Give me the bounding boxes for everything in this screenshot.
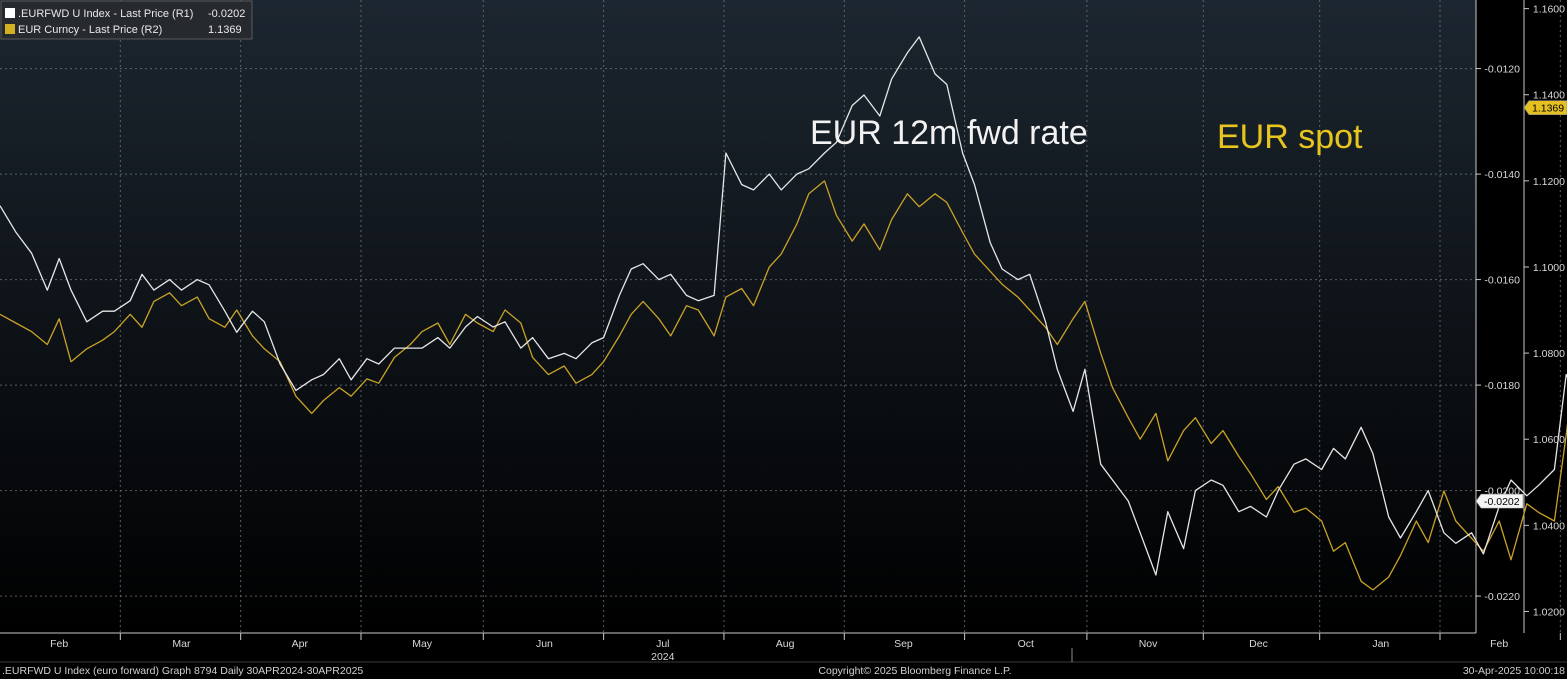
r1-tick-label: -0.0180 xyxy=(1484,380,1520,392)
eur-spot-series-line xyxy=(0,180,1567,591)
tick-labels: -0.0120-0.0140-0.0160-0.0180-0.0200-0.02… xyxy=(50,4,1565,663)
legend-value-fwd: -0.0202 xyxy=(208,8,245,20)
eur-spot-annotation: EUR spot xyxy=(1217,118,1363,156)
x-month-label: Dec xyxy=(1249,638,1268,650)
r2-last-value-tag-box xyxy=(1523,100,1567,115)
r2-tick-label: 1.0600 xyxy=(1533,434,1565,446)
legend-value-spot: 1.1369 xyxy=(208,24,242,36)
footer-graph-info: .EURFWD U Index (euro forward) Graph 879… xyxy=(2,665,363,677)
x-month-label: Jan xyxy=(1372,638,1389,650)
r2-tick-label: 1.0200 xyxy=(1533,606,1565,618)
r2-tick-label: 1.1000 xyxy=(1533,262,1565,274)
r2-last-value-tag-text: 1.1369 xyxy=(1532,103,1564,115)
r1-tick-label: -0.0220 xyxy=(1484,591,1520,603)
legend-label-spot: EUR Curncy - Last Price (R2) xyxy=(18,24,162,36)
r2-tick-label: 1.1200 xyxy=(1533,176,1565,188)
r1-tick-label: -0.0140 xyxy=(1484,169,1520,181)
r1-tick-label: -0.0160 xyxy=(1484,275,1520,287)
legend-swatch-spot xyxy=(5,24,15,34)
x-year-label: 2024 xyxy=(651,651,675,663)
x-month-label: May xyxy=(412,638,433,650)
last-value-tags: -0.0202 1.1369 xyxy=(1475,100,1567,509)
x-month-label: Feb xyxy=(50,638,68,650)
fwd-rate-annotation: EUR 12m fwd rate xyxy=(810,114,1088,152)
legend-label-fwd: .EURFWD U Index - Last Price (R1) xyxy=(18,8,193,20)
r2-tick-label: 1.0400 xyxy=(1533,520,1565,532)
r1-last-value-tag-text: -0.0202 xyxy=(1484,496,1520,508)
r1-tick-label: -0.0120 xyxy=(1484,64,1520,76)
x-month-label: Sep xyxy=(894,638,913,650)
r2-tick-label: 1.1400 xyxy=(1533,90,1565,102)
legend: .EURFWD U Index - Last Price (R1) -0.020… xyxy=(0,0,253,40)
x-month-label: Apr xyxy=(292,638,309,650)
x-month-label: Feb xyxy=(1490,638,1508,650)
fwd-rate-series-line xyxy=(0,36,1567,576)
x-month-label: Oct xyxy=(1018,638,1034,650)
r2-tick-label: 1.1600 xyxy=(1533,4,1565,16)
x-month-label: Mar xyxy=(172,638,191,650)
footer-timestamp: 30-Apr-2025 10:00:18 xyxy=(1463,665,1565,677)
x-month-label: Jul xyxy=(656,638,669,650)
plot-area xyxy=(0,0,1476,633)
r2-last-value-tag: 1.1369 xyxy=(1523,100,1567,115)
axes xyxy=(0,0,1567,663)
r2-tick-label: 1.0800 xyxy=(1533,348,1565,360)
r1-last-value-tag: -0.0202 xyxy=(1475,493,1524,509)
series-lines xyxy=(0,36,1567,591)
r1-last-value-tag-box xyxy=(1475,493,1524,509)
x-month-label: Jun xyxy=(536,638,553,650)
legend-box xyxy=(0,0,253,40)
x-month-label: Aug xyxy=(776,638,795,650)
x-month-label: Nov xyxy=(1139,638,1158,650)
legend-swatch-fwd xyxy=(5,8,15,18)
footer-copyright: Copyright© 2025 Bloomberg Finance L.P. xyxy=(818,665,1011,677)
